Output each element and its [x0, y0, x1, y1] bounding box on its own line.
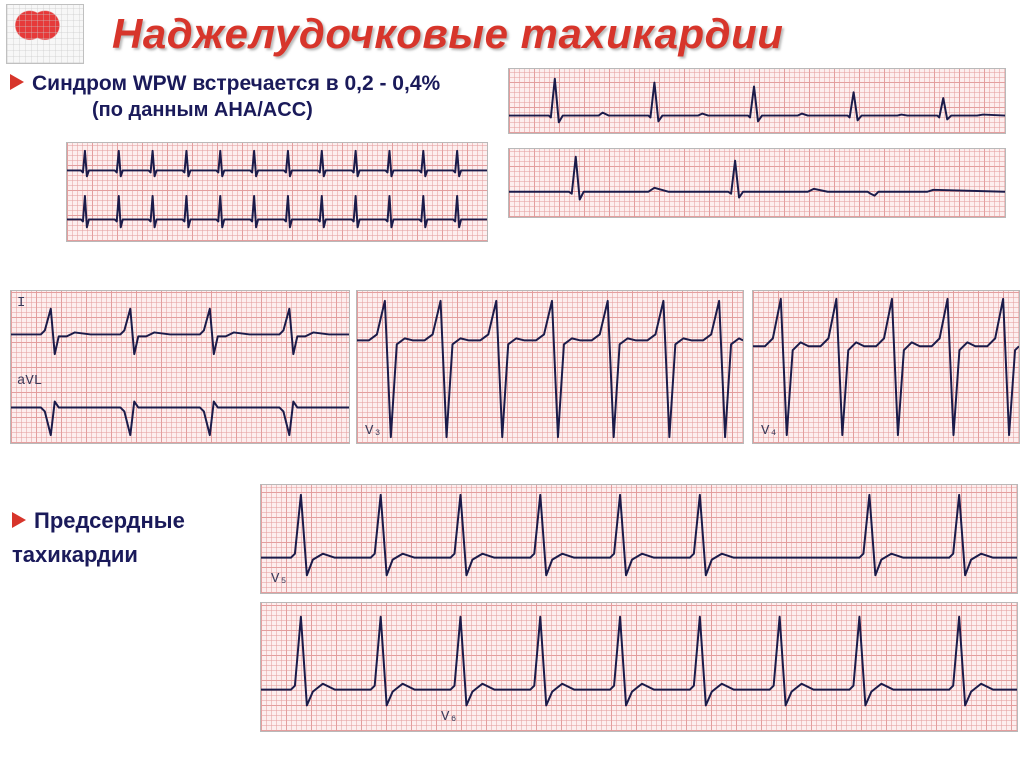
- slide-title: Наджелудочковые тахикардии: [112, 10, 783, 58]
- ecg-strip-g: V₅: [260, 484, 1018, 594]
- chevron-icon: [10, 74, 24, 90]
- bullet1-text: Синдром WPW встречается в 0,2 - 0,4%: [32, 70, 440, 98]
- ecg-strip-f: V₄: [752, 290, 1020, 444]
- bullet1-sub: (по данным AHA/ACC): [92, 98, 440, 122]
- chevron-icon: [12, 512, 26, 528]
- bullet2-line2: тахикардии: [12, 542, 138, 568]
- ecg-strip-b: [508, 148, 1006, 218]
- ecg-strip-h: V₆: [260, 602, 1018, 732]
- ecg-strip-c: [66, 142, 488, 242]
- heart-logo: [6, 4, 84, 64]
- ecg-strip-d: I aVL: [10, 290, 350, 444]
- ecg-strip-e: V₃: [356, 290, 744, 444]
- bullet2-text: Предсердные: [34, 508, 185, 534]
- bullet-atrial: Предсердные: [12, 508, 185, 534]
- ecg-strip-a: [508, 68, 1006, 134]
